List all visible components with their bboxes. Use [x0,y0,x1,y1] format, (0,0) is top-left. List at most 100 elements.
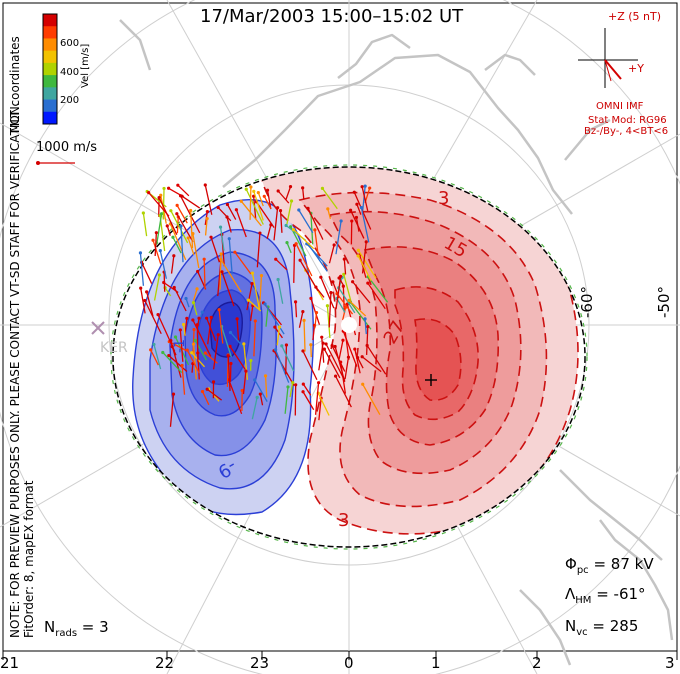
velocity-vector [141,262,153,284]
velocity-vector [228,238,233,275]
velocity-vector-origin [196,269,200,274]
velocity-vector [168,355,188,372]
colorbar-swatch [43,26,57,39]
heppner-maynard-boundary [112,166,586,548]
velocity-vector [234,251,252,275]
velocity-vector-origin [228,330,233,335]
velocity-vector [285,345,288,375]
lambda-sub: HM [575,595,592,606]
velocity-vector [206,317,217,342]
phi-value: = 87 kV [588,555,654,573]
colorbar-swatch [43,62,57,76]
velocity-vector [366,345,387,375]
velocity-vector [352,281,371,304]
velocity-vector-origin [178,328,182,332]
velocity-vector-origin [301,382,305,386]
velocity-vector [275,258,288,271]
velocity-vector-origin [205,216,209,221]
velocity-vector [315,286,325,298]
velocity-vector-origin [273,325,277,329]
plot-frame [2,2,678,652]
velocity-vector [192,302,198,316]
velocity-vector-origin [253,319,257,323]
negative-cell [132,198,315,516]
velocity-vector [204,184,213,215]
positive-cell [261,167,579,535]
velocity-vector [152,240,162,265]
velocity-vector [349,301,372,330]
velocity-vector [289,382,294,398]
velocity-vector [204,218,208,236]
velocity-vector [277,190,290,204]
velocity-vector-origin [352,190,356,194]
velocity-vector [146,291,154,317]
velocity-vector-origin [360,355,364,359]
velocity-vector-origin [364,240,368,244]
velocity-vector [266,190,272,210]
velocity-vector [310,298,321,325]
velocity-vector-origin [286,385,290,389]
velocity-vector [181,195,201,209]
velocity-vector-origin [256,190,260,195]
velocity-vector-origin [339,219,343,223]
velocity-vector-origin [330,344,334,348]
velocity-vector [220,326,232,358]
velocity-vector-origin [301,349,305,353]
velocity-vector [192,344,197,380]
velocity-vector [226,216,232,233]
velocity-vector [177,184,190,197]
velocity-vector-origin [265,188,270,192]
velocity-vector-origin [324,342,328,346]
velocity-vector [196,324,199,363]
velocity-vector-origin [242,342,246,346]
velocity-vector [140,287,146,314]
velocity-vector-origin [185,348,189,352]
velocity-vector-origin [219,252,223,256]
velocity-vector [343,274,353,304]
velocity-vector [218,309,224,344]
velocity-vector-origin [195,323,199,327]
velocity-vector-origin [161,350,165,355]
velocity-vector-origin [191,318,195,322]
velocity-vector-origin [149,348,153,352]
velocity-vector-origin [175,212,179,216]
contour-label-neg1: -1 [171,339,188,353]
velocity-vector [310,213,314,245]
velocity-vector [153,344,162,370]
velocity-vector [257,192,264,207]
velocity-vector-origin [284,223,288,228]
velocity-vector-origin [332,243,336,247]
velocity-vector [302,187,305,200]
velocity-vector-origin [147,191,151,195]
velocity-vector-origin [205,209,209,214]
velocity-vector-origin [159,193,163,197]
velocity-vector [226,204,237,220]
velocity-vector-origin [252,189,256,193]
velocity-vector-origin [361,382,365,386]
colorbar-swatch [43,99,57,113]
imf-source: OMNI IMF [596,101,644,112]
velocity-vector [229,363,232,382]
velocity-vector [360,207,370,243]
colorbar-label: Vel [m/s] [80,43,91,88]
velocity-vector-origin [320,335,324,339]
velocity-vector-origin [152,342,156,347]
velocity-vector [336,298,346,313]
velocity-vector [201,391,210,406]
velocity-vector [180,226,184,263]
velocity-vector-origin [205,316,209,320]
velocity-vector [343,259,347,275]
mlt-tick-2: 2 [532,654,542,672]
velocity-vector [179,329,184,362]
mlt-tick-22: 22 [155,654,175,672]
velocity-vector-origin [346,355,351,359]
velocity-vector-origin [176,183,180,187]
velocity-vector [348,299,367,317]
velocity-vector [317,392,330,416]
velocity-vector-origin [297,208,301,212]
velocity-vector-origin [157,196,161,200]
velocity-vector-origin [291,228,296,232]
imf-vector [604,59,622,80]
velocity-vector [342,307,347,321]
nvc-sub: vc [576,627,588,638]
